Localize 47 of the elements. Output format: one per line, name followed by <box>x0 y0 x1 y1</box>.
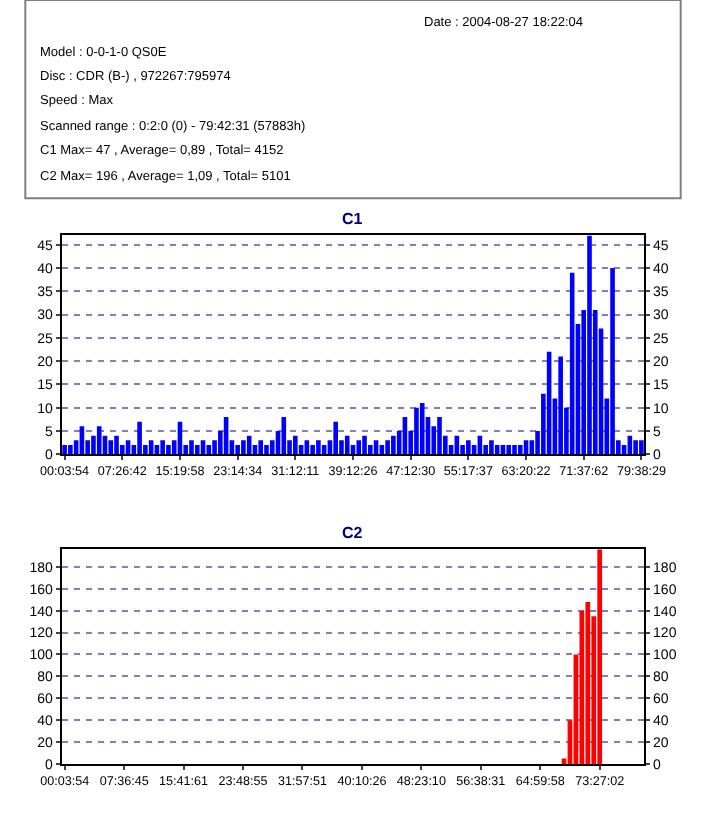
bar <box>160 440 165 455</box>
bar <box>494 444 500 455</box>
bar <box>119 444 125 455</box>
bar <box>114 435 119 455</box>
bar <box>639 440 644 455</box>
bar <box>419 403 425 455</box>
bar <box>506 444 512 455</box>
bar <box>460 444 465 455</box>
bar <box>466 440 471 455</box>
bar <box>368 444 373 455</box>
bar <box>235 444 240 455</box>
bar <box>483 444 488 455</box>
bar <box>362 435 367 455</box>
bar <box>512 444 517 455</box>
bar <box>68 444 73 455</box>
bar <box>194 444 200 455</box>
bar <box>96 426 102 455</box>
bar <box>517 444 523 455</box>
bar <box>137 421 142 455</box>
bar <box>579 610 585 765</box>
bar <box>258 440 264 455</box>
bar <box>391 435 396 455</box>
bar <box>356 440 362 455</box>
bar <box>437 417 442 455</box>
bar <box>597 549 603 765</box>
chart-title: C1 <box>342 210 364 228</box>
bar <box>385 440 390 455</box>
bar <box>587 235 592 455</box>
bar <box>310 444 315 455</box>
bar <box>316 440 321 455</box>
bar <box>610 268 615 455</box>
bar <box>62 444 67 455</box>
bar <box>633 440 638 455</box>
bar <box>166 444 171 455</box>
bar <box>558 356 563 455</box>
bar <box>281 417 287 455</box>
bar <box>189 440 194 455</box>
bar <box>585 601 591 765</box>
bar <box>241 440 246 455</box>
bar <box>108 440 114 455</box>
bar <box>264 444 269 455</box>
bar <box>414 407 419 455</box>
bar <box>344 435 350 455</box>
bar <box>489 440 494 455</box>
bar <box>293 435 298 455</box>
bar <box>333 421 338 455</box>
chart-title: C2 <box>342 524 364 542</box>
